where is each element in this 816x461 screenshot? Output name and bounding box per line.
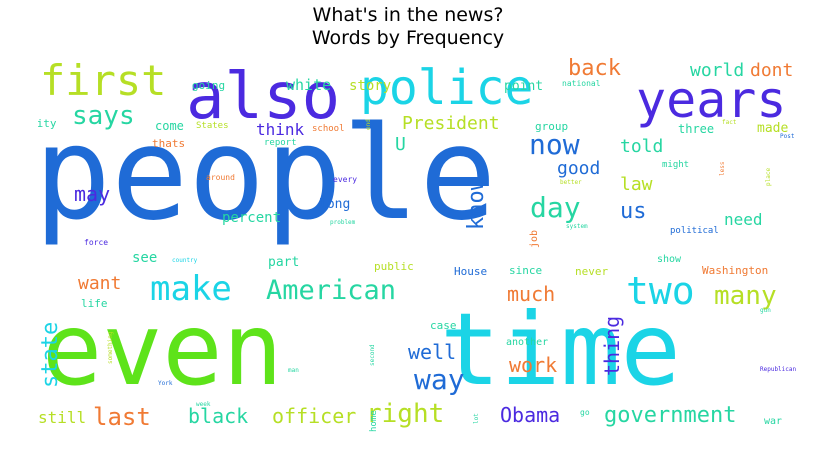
word-around: around: [206, 173, 235, 182]
word-war: war: [764, 416, 783, 427]
word-part: part: [268, 255, 300, 270]
word-city: city: [38, 117, 57, 130]
word-percent: percent: [222, 210, 282, 226]
word-american: American: [266, 275, 397, 306]
word-still: still: [38, 408, 87, 427]
word-well: well: [408, 340, 457, 364]
word-first: first: [40, 56, 167, 105]
word-come: come: [155, 119, 184, 133]
word-house: House: [454, 265, 488, 278]
word-thats: thats: [152, 137, 186, 150]
word-officer: officer: [272, 404, 357, 428]
word-republican: Republican: [760, 366, 797, 373]
word-public: public: [374, 260, 414, 273]
word-might: might: [662, 160, 690, 170]
word-job: job: [529, 229, 540, 248]
word-know: know: [464, 177, 489, 230]
word-group: group: [535, 120, 569, 133]
word-two: two: [626, 269, 695, 313]
word-second: second: [369, 344, 376, 366]
word-man: man: [288, 367, 299, 374]
word-place: place: [765, 167, 772, 186]
word-way: way: [414, 363, 465, 396]
title-line-1: What's in the news?: [312, 4, 504, 26]
word-told: told: [620, 136, 664, 157]
word-country: country: [172, 257, 198, 264]
word-week: week: [196, 401, 211, 408]
word-point: point: [504, 79, 544, 94]
word-political: political: [670, 226, 719, 236]
word-want: want: [78, 273, 122, 294]
word-end: end: [365, 119, 372, 130]
word-world: world: [690, 60, 745, 81]
word-last: last: [93, 403, 151, 431]
word-many: many: [714, 281, 777, 311]
word-says: says: [72, 101, 135, 131]
word-state: state: [38, 321, 63, 388]
word-another: another: [506, 337, 549, 348]
word-even: even: [42, 291, 283, 408]
word-something: something: [107, 331, 114, 364]
word-law: law: [620, 174, 653, 195]
word-work: work: [509, 353, 558, 377]
word-see: see: [132, 250, 158, 266]
word-police: police: [360, 60, 534, 116]
word-problem: problem: [330, 219, 356, 226]
word-home: home: [369, 410, 379, 432]
title-line-2: Words by Frequency: [311, 27, 505, 49]
word-black: black: [188, 404, 249, 428]
word-go: go: [580, 408, 590, 417]
word-life: life: [81, 297, 108, 310]
word-much: much: [507, 282, 556, 306]
chart-title: What's in the news? Words by Frequency: [0, 4, 816, 50]
word-right: right: [366, 399, 445, 429]
word-made: made: [757, 121, 789, 136]
word-fact: fact: [722, 119, 737, 126]
word-states: States: [196, 121, 229, 131]
word-dont: dont: [750, 60, 794, 81]
word-long: long: [319, 197, 351, 212]
word-school: school: [312, 124, 345, 134]
word-cloud: people even time also police years first says ma…: [38, 50, 806, 435]
word-u: U: [395, 134, 406, 155]
word-force: force: [84, 238, 109, 247]
word-lot: lot: [473, 413, 480, 424]
word-story: story: [349, 78, 392, 94]
word-gun: gun: [760, 307, 771, 314]
word-day: day: [530, 191, 581, 224]
word-president: President: [402, 113, 500, 134]
word-washington: Washington: [702, 264, 769, 277]
word-may: may: [74, 182, 111, 206]
word-since: since: [509, 264, 543, 277]
word-obama: Obama: [500, 403, 561, 427]
word-white: white: [286, 76, 332, 94]
word-less: less: [719, 161, 726, 176]
word-make: make: [150, 269, 232, 309]
word-us: us: [620, 199, 647, 224]
word-years: years: [636, 71, 787, 129]
word-never: never: [575, 265, 609, 278]
word-going: going: [192, 79, 226, 92]
word-need: need: [724, 210, 763, 229]
word-report: report: [264, 138, 297, 148]
word-better: better: [560, 179, 582, 186]
word-government: government: [604, 403, 737, 428]
word-people: people: [38, 100, 497, 249]
word-york: York: [158, 380, 173, 387]
word-system: system: [566, 223, 588, 230]
word-back: back: [568, 56, 621, 81]
word-good: good: [557, 158, 601, 179]
word-also: also: [186, 60, 341, 134]
word-think: think: [256, 120, 305, 139]
word-three: three: [678, 122, 715, 136]
word-post: Post: [780, 133, 795, 140]
word-thing: thing: [600, 315, 624, 376]
word-time: time: [440, 291, 681, 408]
word-national: national: [562, 79, 601, 88]
word-show: show: [657, 254, 682, 265]
word-every: every: [333, 175, 358, 184]
word-case: case: [430, 319, 457, 332]
word-now: now: [529, 128, 580, 161]
